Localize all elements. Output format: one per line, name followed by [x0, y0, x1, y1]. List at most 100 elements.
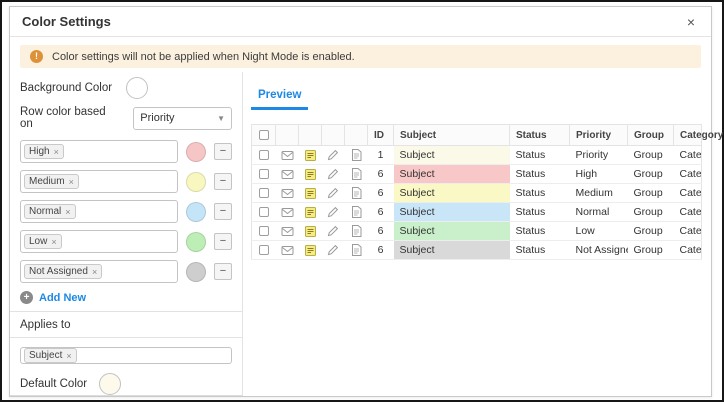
- select-all-checkbox[interactable]: [258, 129, 269, 140]
- pencil-icon[interactable]: [327, 187, 339, 199]
- remove-row-button[interactable]: −: [214, 233, 232, 250]
- value-color-row: High × −: [10, 140, 242, 163]
- row-checkbox[interactable]: [258, 169, 269, 180]
- pencil-icon[interactable]: [327, 244, 339, 256]
- envelope-icon[interactable]: [281, 188, 294, 199]
- pencil-icon[interactable]: [327, 168, 339, 180]
- cell-status: Status: [509, 145, 570, 165]
- pencil-icon[interactable]: [327, 206, 339, 218]
- row-checkbox[interactable]: [258, 188, 269, 199]
- row-checkbox[interactable]: [258, 226, 269, 237]
- pencil-icon[interactable]: [327, 225, 339, 237]
- remove-tag-icon[interactable]: ×: [68, 176, 74, 187]
- document-icon[interactable]: [351, 168, 362, 181]
- row-checkbox[interactable]: [258, 207, 269, 218]
- cell-subject: Subject: [393, 240, 510, 260]
- cell-status: Status: [509, 240, 570, 260]
- tab-preview[interactable]: Preview: [251, 89, 309, 110]
- add-new-link[interactable]: + Add New: [10, 290, 242, 311]
- default-color-swatch[interactable]: [99, 373, 122, 395]
- remove-tag-icon[interactable]: ×: [53, 146, 59, 157]
- envelope-icon[interactable]: [281, 150, 294, 161]
- default-color-row: Default Color: [10, 373, 242, 395]
- value-color-swatch[interactable]: [186, 261, 206, 282]
- note-icon[interactable]: [304, 149, 316, 161]
- note-icon[interactable]: [304, 244, 316, 256]
- row-color-field-select[interactable]: Priority ▼: [133, 106, 232, 130]
- banner-text: Color settings will not be applied when …: [52, 50, 355, 63]
- remove-tag-icon[interactable]: ×: [91, 266, 98, 277]
- cell-id: 6: [367, 240, 394, 260]
- row-color-field-value: Priority: [140, 112, 175, 124]
- cell-group: Group: [627, 240, 674, 260]
- close-icon[interactable]: ×: [686, 13, 695, 30]
- plus-icon: +: [20, 291, 33, 304]
- pencil-icon[interactable]: [327, 149, 339, 161]
- note-icon[interactable]: [304, 206, 316, 218]
- value-tag-input[interactable]: Low ×: [20, 230, 178, 253]
- envelope-icon[interactable]: [281, 169, 294, 180]
- cell-subject: Subject: [393, 202, 510, 222]
- value-tag: Normal ×: [24, 204, 76, 219]
- remove-row-button[interactable]: −: [214, 263, 232, 280]
- remove-row-button[interactable]: −: [214, 203, 232, 220]
- background-color-swatch[interactable]: [126, 77, 149, 99]
- cell-status: Status: [509, 202, 570, 222]
- cell-status: Status: [509, 221, 570, 241]
- preview-tabbar: Preview: [251, 85, 702, 110]
- cell-category: Category: [673, 145, 702, 165]
- default-color-label: Default Color: [20, 378, 88, 390]
- document-icon[interactable]: [351, 225, 362, 238]
- background-color-label: Background Color: [20, 82, 113, 94]
- value-tag-label: Low: [29, 236, 48, 247]
- remove-tag-icon[interactable]: ×: [51, 236, 57, 247]
- cell-priority: Normal: [569, 202, 628, 222]
- value-tag: Medium ×: [24, 174, 79, 189]
- value-color-swatch[interactable]: [186, 201, 206, 222]
- remove-row-button[interactable]: −: [214, 143, 232, 160]
- remove-row-button[interactable]: −: [214, 173, 232, 190]
- value-tag-label: High: [29, 146, 50, 157]
- value-color-row: Normal × −: [10, 200, 242, 223]
- applies-to-label: Applies to: [20, 319, 71, 331]
- cell-id: 6: [367, 164, 394, 184]
- note-icon[interactable]: [304, 168, 316, 180]
- value-color-swatch[interactable]: [186, 231, 206, 252]
- envelope-icon[interactable]: [281, 207, 294, 218]
- value-tag-input[interactable]: Not Assigned ×: [20, 260, 178, 283]
- envelope-icon[interactable]: [281, 245, 294, 256]
- value-color-row: Low × −: [10, 230, 242, 253]
- remove-tag-icon[interactable]: ×: [66, 350, 72, 361]
- note-icon[interactable]: [304, 225, 316, 237]
- cell-group: Group: [627, 221, 674, 241]
- table-header-row: ID Subject Status Priority Group Categor…: [251, 124, 723, 146]
- section-divider: [10, 337, 242, 338]
- document-icon[interactable]: [351, 187, 362, 200]
- cell-category: Category: [673, 164, 702, 184]
- header-status: Status: [509, 124, 570, 146]
- value-tag-input[interactable]: High ×: [20, 140, 178, 163]
- table-row: 1SubjectStatusPriorityGroupCategory: [251, 145, 702, 165]
- document-icon[interactable]: [351, 149, 362, 162]
- header-id: ID: [367, 124, 394, 146]
- row-checkbox[interactable]: [258, 150, 269, 161]
- night-mode-warning-banner: ! Color settings will not be applied whe…: [20, 45, 701, 68]
- value-tag-input[interactable]: Medium ×: [20, 170, 178, 193]
- value-color-swatch[interactable]: [186, 171, 206, 192]
- value-color-swatch[interactable]: [186, 141, 206, 162]
- cell-status: Status: [509, 164, 570, 184]
- cell-category: Category: [673, 183, 702, 203]
- note-icon[interactable]: [304, 187, 316, 199]
- row-color-based-on-label: Row color based on: [20, 106, 106, 130]
- row-checkbox[interactable]: [258, 245, 269, 256]
- envelope-icon[interactable]: [281, 226, 294, 237]
- value-tag-input[interactable]: Normal ×: [20, 200, 178, 223]
- remove-tag-icon[interactable]: ×: [65, 206, 71, 217]
- document-icon[interactable]: [351, 206, 362, 219]
- document-icon[interactable]: [351, 244, 362, 257]
- table-row: 6SubjectStatusHighGroupCategory: [251, 164, 702, 184]
- cell-id: 6: [367, 183, 394, 203]
- applies-to-input[interactable]: Subject ×: [20, 347, 232, 364]
